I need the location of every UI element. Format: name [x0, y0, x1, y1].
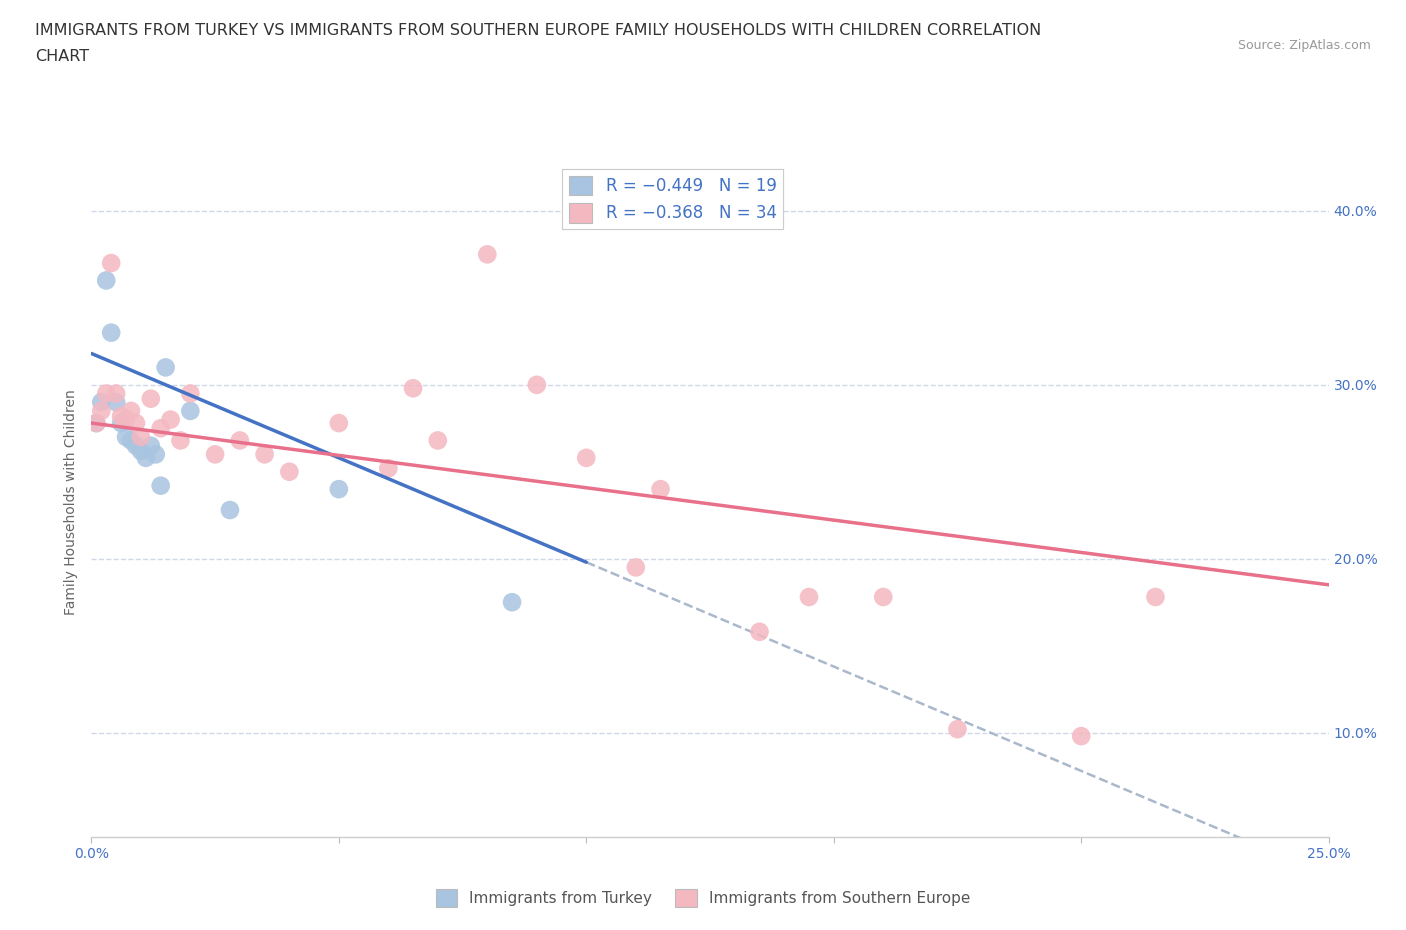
Point: [100, 256, 122, 271]
Point: [96, 386, 118, 401]
Point: [105, 394, 128, 409]
Point: [129, 430, 152, 445]
Point: [650, 482, 672, 497]
Point: [100, 326, 122, 340]
Point: [624, 560, 647, 575]
Point: [135, 450, 157, 465]
Point: [90, 404, 112, 418]
Point: [159, 412, 181, 427]
Point: [402, 381, 425, 396]
Point: [501, 595, 523, 610]
Point: [90, 394, 112, 409]
Point: [169, 433, 191, 448]
Legend: R = −0.449   N = 19, R = −0.368   N = 34: R = −0.449 N = 19, R = −0.368 N = 34: [562, 169, 783, 229]
Point: [110, 408, 132, 423]
Text: IMMIGRANTS FROM TURKEY VS IMMIGRANTS FROM SOUTHERN EUROPE FAMILY HOUSEHOLDS WITH: IMMIGRANTS FROM TURKEY VS IMMIGRANTS FRO…: [35, 23, 1042, 38]
Point: [86, 416, 108, 431]
Point: [129, 444, 152, 458]
Point: [179, 404, 201, 418]
Point: [105, 386, 128, 401]
Point: [377, 461, 399, 476]
Legend: Immigrants from Turkey, Immigrants from Southern Europe: Immigrants from Turkey, Immigrants from …: [430, 884, 976, 913]
Point: [278, 464, 301, 479]
Point: [575, 450, 598, 465]
Text: CHART: CHART: [35, 49, 89, 64]
Y-axis label: Family Households with Children: Family Households with Children: [65, 390, 79, 615]
Point: [526, 378, 548, 392]
Point: [125, 416, 148, 431]
Point: [179, 386, 201, 401]
Point: [110, 416, 132, 431]
Point: [872, 590, 894, 604]
Point: [120, 404, 142, 418]
Point: [477, 247, 499, 262]
Point: [149, 478, 172, 493]
Point: [1144, 590, 1167, 604]
Point: [145, 447, 167, 462]
Point: [96, 273, 118, 288]
Point: [86, 416, 108, 431]
Point: [204, 447, 226, 462]
Point: [328, 416, 350, 431]
Point: [139, 392, 162, 406]
Point: [253, 447, 276, 462]
Point: [426, 433, 449, 448]
Point: [328, 482, 350, 497]
Point: [155, 360, 177, 375]
Point: [219, 502, 242, 517]
Point: [946, 722, 969, 737]
Point: [149, 421, 172, 436]
Point: [797, 590, 820, 604]
Point: [125, 438, 148, 453]
Point: [139, 438, 162, 453]
Point: [229, 433, 252, 448]
Point: [115, 412, 138, 427]
Point: [1070, 729, 1092, 744]
Text: Source: ZipAtlas.com: Source: ZipAtlas.com: [1237, 39, 1371, 52]
Point: [748, 624, 770, 639]
Point: [120, 433, 142, 448]
Point: [115, 430, 138, 445]
